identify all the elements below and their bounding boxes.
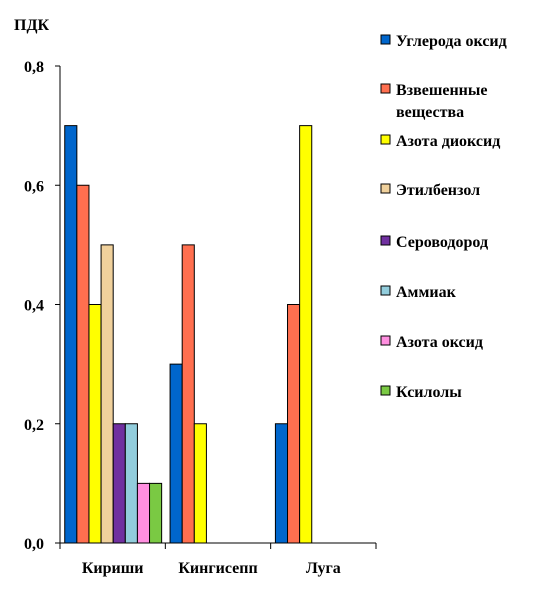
bar	[112, 423, 126, 544]
bar	[169, 363, 183, 544]
legend-label: Сероводород	[396, 234, 488, 251]
y-tick-label: 0,6	[24, 178, 44, 195]
y-tick-label: 0,0	[24, 536, 44, 553]
y-tick-label: 0,4	[24, 298, 44, 315]
legend-label: Ксилолы	[396, 384, 462, 401]
bar	[274, 423, 289, 544]
legend-label: Этилбензол	[396, 182, 480, 199]
bar	[136, 482, 151, 544]
bar	[124, 423, 138, 544]
category-label: Кириши	[82, 560, 144, 577]
category-label: Кингисепп	[178, 560, 257, 577]
legend-label: Аммиак	[396, 284, 457, 301]
bar	[287, 304, 301, 544]
bars	[64, 125, 313, 544]
legend-swatch	[380, 83, 391, 94]
bar	[88, 304, 102, 544]
bar	[299, 125, 313, 544]
legend-swatch	[380, 34, 391, 45]
y-tick-label: 0,8	[24, 59, 44, 76]
category-label: Луга	[306, 560, 341, 577]
bar	[181, 244, 195, 544]
bar	[76, 184, 90, 544]
legend: Углерода оксид Взвешенные вещества Азота ди…	[380, 33, 507, 401]
legend-label: Взвешенные	[396, 82, 487, 99]
legend-swatch	[380, 385, 391, 396]
legend-swatch	[380, 335, 391, 346]
legend-label: Углерода оксид	[396, 33, 507, 50]
legend-label: Азота оксид	[396, 334, 483, 351]
legend-label: вещества	[396, 104, 464, 121]
axes: 0,0 0,2 0,4 0,6 0,8 Кириши Кингисепп Луга	[24, 59, 377, 577]
legend-swatch	[380, 183, 391, 194]
legend-swatch	[380, 235, 391, 246]
bar	[100, 244, 114, 544]
legend-label: Азота диоксид	[396, 133, 500, 150]
y-tick-label: 0,2	[24, 417, 44, 434]
bar	[193, 423, 207, 544]
bar	[149, 482, 163, 544]
legend-swatch	[380, 285, 391, 296]
legend-swatch	[380, 134, 391, 145]
bar	[64, 125, 78, 544]
y-axis-label: ПДК	[14, 17, 49, 34]
